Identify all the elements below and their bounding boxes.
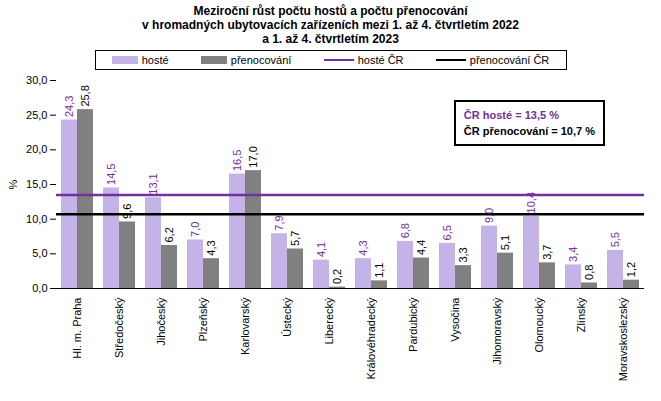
svg-text:Plzeňský: Plzeňský — [197, 297, 209, 342]
svg-text:%: % — [7, 179, 19, 189]
svg-text:1,1: 1,1 — [373, 263, 385, 278]
svg-text:Zlínský: Zlínský — [575, 297, 587, 332]
svg-text:Vysočina: Vysočina — [449, 297, 461, 342]
svg-text:9,6: 9,6 — [121, 204, 133, 219]
svg-text:0,2: 0,2 — [331, 269, 343, 284]
svg-text:9,0: 9,0 — [483, 208, 495, 223]
svg-text:15,0: 15,0 — [26, 178, 47, 190]
svg-text:3,7: 3,7 — [541, 245, 553, 260]
svg-text:3,3: 3,3 — [457, 247, 469, 262]
svg-text:25,0: 25,0 — [26, 109, 47, 121]
svg-text:7,9: 7,9 — [273, 215, 285, 230]
svg-text:Jihočeský: Jihočeský — [155, 297, 167, 346]
svg-text:6,5: 6,5 — [441, 225, 453, 240]
svg-text:6,8: 6,8 — [399, 223, 411, 238]
html-text:hosté: hosté — [141, 54, 169, 66]
svg-text:Hl. m. Praha: Hl. m. Praha — [71, 297, 83, 359]
svg-text:Olomoucký: Olomoucký — [533, 297, 545, 353]
svg-text:4,1: 4,1 — [315, 242, 327, 257]
svg-text:Moravskoslezský: Moravskoslezský — [617, 297, 629, 381]
svg-text:Jihomoravský: Jihomoravský — [491, 297, 503, 365]
svg-text:4,3: 4,3 — [205, 240, 217, 255]
svg-text:13,1: 13,1 — [147, 173, 159, 194]
html-text:Meziroční růst počtu hostů a p: Meziroční růst počtu hostů a počtu přeno… — [142, 4, 519, 46]
svg-text:1,2: 1,2 — [625, 262, 637, 277]
svg-text:0,8: 0,8 — [583, 265, 595, 280]
html-text:přenocování ČR: přenocování ČR — [469, 54, 550, 66]
svg-text:5,1: 5,1 — [499, 235, 511, 250]
svg-text:Královéhradecký: Královéhradecký — [365, 297, 377, 379]
html-text:ČR hosté = 13,5 %: ČR hosté = 13,5 % — [463, 109, 559, 121]
svg-text:24,3: 24,3 — [63, 96, 75, 117]
html-text:ČR přenocování = 10,7 %: ČR přenocování = 10,7 % — [463, 125, 595, 137]
html-text:přenocování: přenocování — [230, 54, 292, 66]
svg-text:Liberecký: Liberecký — [323, 297, 335, 345]
svg-text:Středočeský: Středočeský — [113, 297, 125, 358]
svg-text:14,5: 14,5 — [105, 164, 117, 185]
svg-text:25,8: 25,8 — [79, 85, 91, 106]
svg-text:17,0: 17,0 — [247, 146, 259, 167]
svg-text:4,3: 4,3 — [357, 240, 369, 255]
svg-text:6,2: 6,2 — [163, 227, 175, 242]
svg-text:16,5: 16,5 — [231, 150, 243, 171]
svg-text:20,0: 20,0 — [26, 143, 47, 155]
svg-text:Ústecký: Ústecký — [281, 297, 293, 337]
svg-text:5,7: 5,7 — [289, 231, 301, 246]
svg-text:5,0: 5,0 — [32, 247, 47, 259]
svg-text:Pardubický: Pardubický — [407, 297, 419, 352]
svg-text:7,0: 7,0 — [189, 222, 201, 237]
svg-text:0,0: 0,0 — [32, 282, 47, 294]
svg-text:5,5: 5,5 — [609, 232, 621, 247]
svg-text:10,4: 10,4 — [525, 192, 537, 213]
svg-text:10,0: 10,0 — [26, 213, 47, 225]
svg-text:3,4: 3,4 — [567, 247, 579, 262]
svg-text:Karlovarský: Karlovarský — [239, 297, 251, 355]
svg-text:4,4: 4,4 — [415, 240, 427, 255]
svg-text:30,0: 30,0 — [26, 74, 47, 86]
html-text:hosté ČR: hosté ČR — [357, 54, 404, 66]
